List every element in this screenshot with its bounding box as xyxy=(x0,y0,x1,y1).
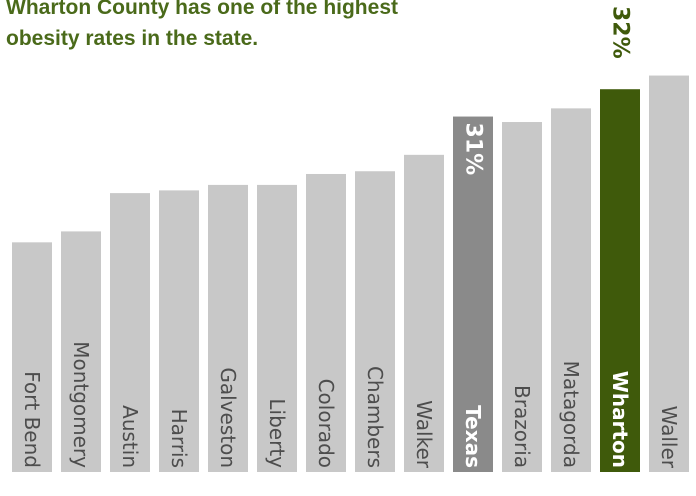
category-label-brazoria: Brazoria xyxy=(510,385,534,468)
bar-waller xyxy=(649,75,689,472)
category-label-liberty: Liberty xyxy=(265,398,289,468)
bar-colorado xyxy=(306,173,346,473)
category-labels-layer: Fort Bend Montgomery Austin Harris Galveston… xyxy=(20,341,681,469)
category-label-matagorda: Matagorda xyxy=(559,361,583,468)
value-label-wharton: 32% xyxy=(608,6,633,59)
bar-harris xyxy=(159,190,199,472)
bar-liberty xyxy=(257,184,297,473)
chart-title: Wharton County has one of the highest ob… xyxy=(6,0,398,50)
category-label-austin: Austin xyxy=(118,405,142,468)
value-label-texas: 31% xyxy=(461,123,486,176)
category-label-texas: Texas xyxy=(461,405,485,468)
category-label-colorado: Colorado xyxy=(314,379,338,468)
bars-layer xyxy=(12,75,689,473)
bar-galveston xyxy=(208,184,248,473)
bar-matagorda xyxy=(551,108,591,472)
bar-chambers xyxy=(355,171,395,472)
category-label-waller: Waller xyxy=(657,406,681,469)
bar-montgomery xyxy=(61,231,101,472)
category-label-walker: Walker xyxy=(412,400,436,468)
category-label-galveston: Galveston xyxy=(216,367,240,468)
category-label-fort-bend: Fort Bend xyxy=(20,371,44,468)
bar-brazoria xyxy=(502,122,542,472)
category-label-montgomery: Montgomery xyxy=(69,341,93,468)
category-label-wharton: Wharton xyxy=(608,371,632,468)
category-label-harris: Harris xyxy=(167,409,191,468)
category-label-chambers: Chambers xyxy=(363,366,387,468)
bar-wharton xyxy=(600,89,640,473)
value-labels-layer: 31% 32% xyxy=(461,6,633,175)
bar-austin xyxy=(110,193,150,472)
bar-fort-bend xyxy=(12,242,52,472)
bar-texas xyxy=(453,116,493,473)
bar-walker xyxy=(404,154,444,472)
